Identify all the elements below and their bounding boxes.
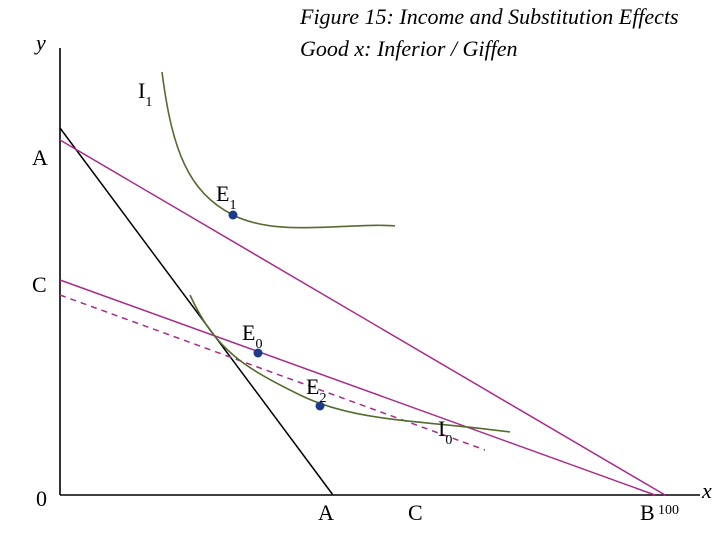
line-budget_shifted_dashed [60, 295, 485, 450]
x-intercept-A: A [318, 500, 334, 526]
x-intercept-C: C [408, 500, 423, 526]
label-I0: I0 [438, 416, 452, 446]
figure-title: Figure 15: Income and Substitution Effec… [300, 4, 679, 30]
label-I1: I1 [138, 78, 152, 108]
y-intercept-C: C [32, 272, 47, 298]
figure-subtitle: Good x: Inferior / Giffen [300, 36, 518, 62]
curve-I1 [162, 72, 395, 228]
label-E2: E2 [306, 374, 326, 404]
y-axis-label: y [36, 30, 46, 56]
origin-label: 0 [36, 486, 47, 512]
label-E0: E0 [242, 320, 262, 350]
line-hicks_line_through_E1 [60, 140, 665, 495]
x-intercept-100: 100 [658, 503, 679, 519]
figure-container: { "canvas": { "width": 720, "height": 54… [0, 0, 720, 540]
curve-I0 [190, 295, 510, 432]
y-intercept-A: A [32, 145, 48, 171]
x-intercept-B: B [640, 500, 655, 526]
line-budget_A [60, 128, 333, 495]
plot-svg [0, 0, 720, 540]
line-budget_CB [60, 280, 655, 495]
label-E1: E1 [216, 181, 236, 211]
x-axis-label: x [702, 478, 712, 504]
